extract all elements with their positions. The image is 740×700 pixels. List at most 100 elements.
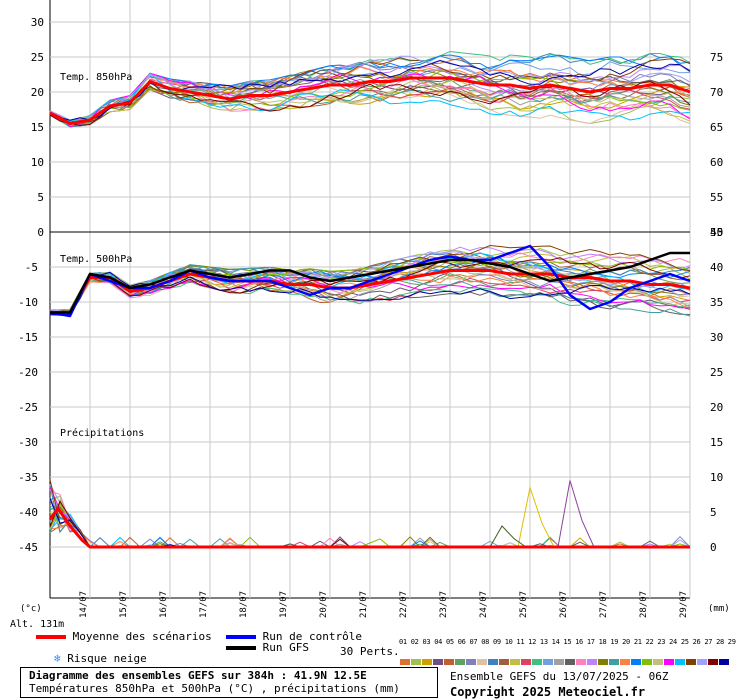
right-tick-label-850: 65 [710, 121, 723, 134]
x-tick-label: 22/07 [399, 591, 409, 618]
y-tick-label-850: 5 [37, 191, 44, 204]
pert-swatch [510, 659, 520, 665]
y-tick-label-500: -10 [18, 296, 38, 309]
pert-numbers: 01 02 03 04 05 06 07 08 09 10 11 12 13 1… [399, 638, 740, 646]
pert-swatch [488, 659, 498, 665]
copyright-label: Copyright 2025 Meteociel.fr [450, 685, 646, 699]
pert-line-500 [49, 262, 691, 315]
legend-snow: ❄ Risque neige [54, 652, 147, 665]
y-tick-label-500: -45 [18, 541, 38, 554]
pert-line-850 [49, 72, 691, 122]
mm-unit-label: (mm) [708, 604, 730, 614]
control-swatch [226, 635, 256, 639]
pert-swatch [499, 659, 509, 665]
y-tick-label-850: 0 [37, 226, 44, 239]
right-tick-label-500: 40 [710, 261, 723, 274]
precip-spike [489, 525, 527, 548]
right-tick-label-500: 15 [710, 436, 723, 449]
right-tick-label-850: 70 [710, 86, 723, 99]
x-tick-label: 19/07 [279, 591, 289, 618]
x-tick-label: 14/07 [79, 591, 89, 618]
pert-swatch [477, 659, 487, 665]
precip-spike [517, 485, 555, 548]
legend-gfs: Run GFS [226, 641, 309, 654]
pert-swatch [609, 659, 619, 665]
legend-gfs-label: Run GFS [262, 641, 309, 654]
footer-subtitle: Températures 850hPa et 500hPa (°C) , pré… [29, 682, 400, 695]
pert-swatch [576, 659, 586, 665]
pert-line-850 [49, 80, 691, 127]
y-tick-label-500: -15 [18, 331, 38, 344]
x-tick-label: 15/07 [119, 591, 129, 618]
legend-control-label: Run de contrôle [262, 630, 362, 643]
legend-control: Run de contrôle [226, 630, 362, 643]
pert-swatch [620, 659, 630, 665]
pert-line-500 [49, 274, 691, 314]
x-tick-label: 28/07 [639, 591, 649, 618]
x-tick-label: 20/07 [319, 591, 329, 618]
y-tick-label-850: 25 [31, 51, 44, 64]
series-line-control [49, 244, 691, 318]
y-tick-label-500: -25 [18, 401, 38, 414]
footer-title: Diagramme des ensembles GEFS sur 384h : … [29, 669, 367, 682]
pert-swatch [631, 659, 641, 665]
pert-numbers-label: 01 02 03 04 05 06 07 08 09 10 11 12 13 1… [399, 638, 740, 646]
right-tick-label-500: 25 [710, 366, 723, 379]
panel-title-850: Temp. 850hPa [60, 72, 132, 83]
y-tick-label-500: -30 [18, 436, 38, 449]
panel-title-precip: Précipitations [60, 427, 144, 439]
pert-swatch [466, 659, 476, 665]
pert-swatch [543, 659, 553, 665]
x-tick-label: 16/07 [159, 591, 169, 618]
pert-swatch [455, 659, 465, 665]
series-line-mean [49, 76, 691, 125]
pert-swatch [653, 659, 663, 665]
legend-mean-label: Moyenne des scénarios [72, 630, 212, 643]
pert-swatch [675, 659, 685, 665]
pert-swatch [521, 659, 531, 665]
y-tick-label-500: -20 [18, 366, 38, 379]
x-tick-label: 18/07 [239, 591, 249, 618]
main-series-lines [48, 76, 691, 549]
celsius-unit-label: (°c) [20, 604, 42, 614]
x-tick-label: 27/07 [599, 591, 609, 618]
y-tick-label-850: 10 [31, 156, 44, 169]
right-tick-label-850: 75 [710, 51, 723, 64]
y-tick-label-500: -35 [18, 471, 38, 484]
x-tick-label: 21/07 [359, 591, 369, 618]
y-tick-label-850: 20 [31, 86, 44, 99]
x-tick-label: 24/07 [479, 591, 489, 618]
snowflake-icon: ❄ [54, 652, 61, 665]
right-tick-label-500: 35 [710, 296, 723, 309]
right-tick-label-850: 50 [710, 226, 723, 239]
pert-swatch [708, 659, 718, 665]
series-line-mean [48, 507, 690, 549]
pert-color-swatches [400, 650, 730, 665]
panel-title-500: Temp. 500hPa [60, 254, 132, 265]
pert-swatch [587, 659, 597, 665]
gfs-swatch [226, 646, 256, 650]
right-tick-label-500: 5 [710, 506, 717, 519]
pert-swatch [532, 659, 542, 665]
x-tick-label: 25/07 [519, 591, 529, 618]
pert-swatch [444, 659, 454, 665]
legend-perts-label: 30 Perts. [340, 645, 400, 658]
pert-line-850 [49, 55, 691, 121]
right-tick-label-500: 0 [710, 541, 717, 554]
right-tick-label-850: 60 [710, 156, 723, 169]
pert-swatch [697, 659, 707, 665]
right-tick-label-500: 45 [710, 226, 723, 239]
legend-perts: 30 Perts. [340, 645, 400, 658]
pert-swatch [598, 659, 608, 665]
y-tick-label-500: -40 [18, 506, 38, 519]
pert-swatch [719, 659, 729, 665]
pert-swatch [565, 659, 575, 665]
run-label: Ensemble GEFS du 13/07/2025 - 06Z [450, 670, 669, 683]
y-tick-label-850: 15 [31, 121, 44, 134]
pert-swatch [422, 659, 432, 665]
y-tick-label-850: 30 [31, 16, 44, 29]
precip-spike [557, 480, 595, 548]
x-tick-label: 23/07 [439, 591, 449, 618]
x-tick-label: 26/07 [559, 591, 569, 618]
